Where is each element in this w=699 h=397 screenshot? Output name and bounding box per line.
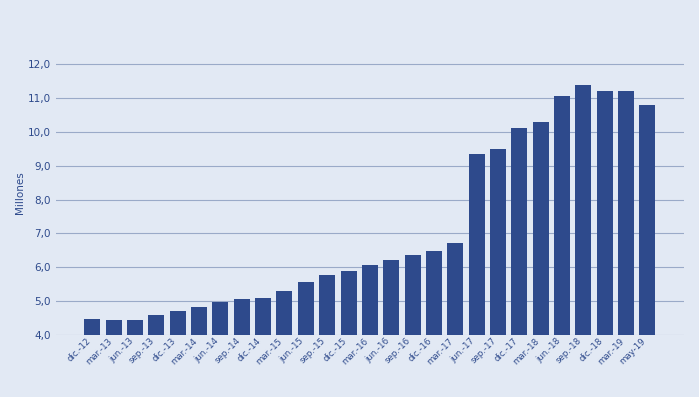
Bar (362, 265, 378, 397)
Bar (490, 149, 506, 397)
Bar (554, 96, 570, 397)
Bar (597, 91, 613, 397)
Bar (319, 276, 336, 397)
Bar (255, 298, 271, 397)
Bar (127, 320, 143, 397)
Bar (426, 251, 442, 397)
Bar (618, 91, 634, 397)
Bar (575, 85, 591, 397)
Bar (277, 291, 292, 397)
Bar (170, 311, 186, 397)
Y-axis label: Millones: Millones (15, 172, 25, 214)
Bar (533, 122, 549, 397)
Bar (468, 154, 484, 397)
Bar (212, 302, 229, 397)
Bar (512, 128, 527, 397)
Bar (298, 282, 314, 397)
Bar (340, 271, 356, 397)
Bar (640, 105, 656, 397)
Bar (447, 243, 463, 397)
Bar (233, 299, 250, 397)
Bar (85, 319, 101, 397)
Bar (106, 320, 122, 397)
Bar (383, 260, 399, 397)
Bar (191, 307, 207, 397)
Bar (148, 315, 164, 397)
Bar (405, 255, 421, 397)
